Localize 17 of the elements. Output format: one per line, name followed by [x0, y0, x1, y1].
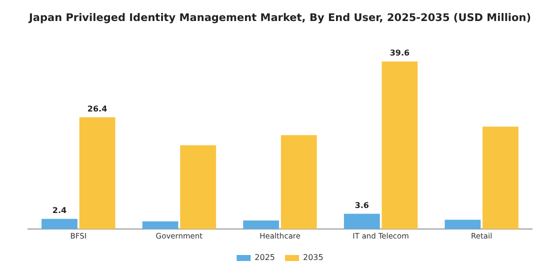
bar	[280, 135, 317, 229]
bar	[444, 220, 481, 229]
bar	[344, 214, 380, 229]
bar	[482, 126, 518, 229]
chart-title: Japan Privileged Identity Management Market, By End User, 2025-2035 (USD Million)	[28, 12, 532, 24]
data-label: 26.4	[87, 104, 108, 114]
bar	[79, 117, 116, 229]
data-label: 39.6	[390, 48, 410, 58]
bar	[180, 145, 216, 229]
bar	[243, 220, 280, 229]
bar	[142, 221, 178, 229]
bar	[42, 218, 78, 229]
legend-label: 2035	[303, 253, 324, 262]
bar	[382, 61, 418, 229]
data-label: 3.6	[354, 200, 370, 210]
data-label: 2.4	[52, 206, 68, 215]
legend-label: 2025	[254, 253, 275, 262]
